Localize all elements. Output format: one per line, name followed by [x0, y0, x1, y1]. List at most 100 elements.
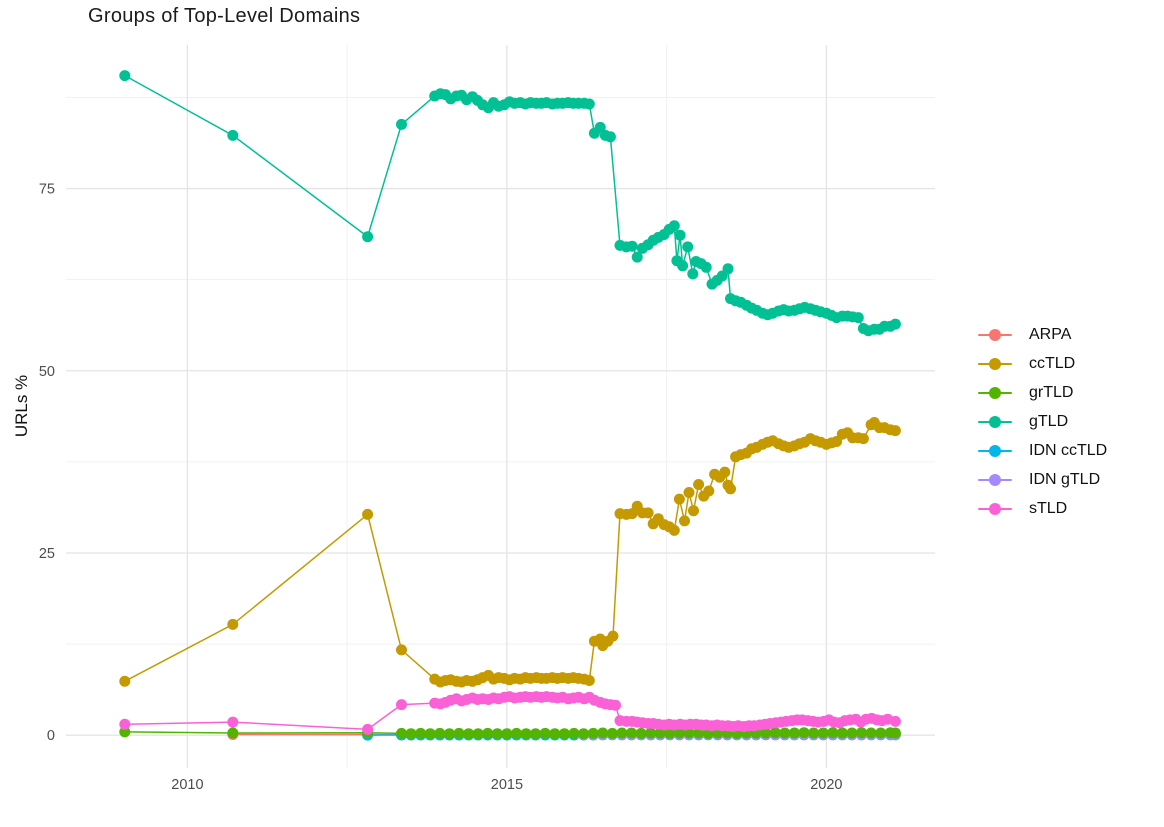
- data-point: [405, 728, 417, 740]
- data-point: [677, 260, 689, 272]
- x-tick-label: 2010: [171, 777, 203, 793]
- data-point: [583, 675, 595, 686]
- data-point: [119, 70, 131, 82]
- legend-key-icon: [978, 386, 1012, 399]
- data-point: [501, 728, 513, 740]
- legend-key-dot: [989, 415, 1001, 428]
- data-point: [578, 728, 590, 740]
- data-point: [865, 727, 877, 739]
- data-point: [688, 505, 699, 517]
- legend: ARPA ccTLD grTLD gTLD IDN ccTLD IDN gTLD sTLD: [978, 320, 1107, 523]
- data-point: [549, 728, 561, 740]
- legend-key-dot: [989, 502, 1001, 515]
- legend-key-dot: [989, 328, 1001, 341]
- legend-label: ccTLD: [1029, 354, 1076, 372]
- data-point: [396, 699, 407, 711]
- legend-key-icon: [978, 444, 1012, 457]
- data-point: [635, 727, 647, 739]
- y-tick-label: 75: [39, 182, 55, 198]
- data-point: [616, 727, 628, 739]
- data-point: [722, 263, 734, 275]
- legend-label: sTLD: [1029, 499, 1068, 517]
- data-point: [889, 727, 901, 739]
- legend-item-idn-cctld: IDN ccTLD: [978, 436, 1107, 465]
- data-point: [852, 312, 864, 324]
- data-point: [668, 220, 680, 232]
- data-point: [443, 728, 455, 740]
- data-point: [703, 485, 715, 497]
- series-line: [124, 74, 896, 332]
- data-point: [119, 726, 131, 738]
- legend-key-dot: [989, 357, 1001, 370]
- series-cctld: [119, 417, 901, 688]
- data-point: [875, 727, 887, 739]
- data-point: [673, 493, 685, 505]
- data-point: [673, 727, 685, 739]
- data-point: [693, 479, 705, 490]
- legend-item-stld: sTLD: [978, 494, 1107, 523]
- legend-item-idn-gtld: IDN gTLD: [978, 465, 1107, 494]
- chart-title: Groups of Top-Level Domains: [88, 5, 361, 27]
- data-point: [683, 487, 695, 498]
- legend-label: grTLD: [1029, 383, 1074, 401]
- data-point: [719, 466, 731, 478]
- legend-label: ARPA: [1029, 325, 1072, 343]
- data-point: [587, 727, 599, 739]
- data-point: [827, 727, 839, 739]
- legend-label: IDN ccTLD: [1029, 441, 1108, 459]
- data-point: [463, 728, 475, 740]
- data-point: [769, 727, 781, 739]
- data-point: [798, 727, 810, 739]
- legend-key-icon: [978, 473, 1012, 486]
- data-point: [682, 241, 694, 253]
- data-point: [482, 727, 494, 739]
- data-point: [664, 727, 676, 739]
- data-point: [362, 723, 374, 735]
- data-point: [396, 727, 407, 739]
- legend-item-gtld: gTLD: [978, 407, 1107, 436]
- data-point: [645, 727, 657, 739]
- data-point: [227, 716, 239, 728]
- data-point: [760, 727, 772, 739]
- data-point: [453, 727, 465, 739]
- data-point: [511, 727, 522, 739]
- data-point: [119, 718, 131, 730]
- legend-label: IDN gTLD: [1029, 470, 1101, 488]
- data-point: [610, 699, 621, 711]
- data-point: [597, 727, 609, 739]
- data-point: [119, 675, 131, 687]
- data-point: [491, 728, 503, 740]
- legend-label: gTLD: [1029, 412, 1069, 430]
- data-point: [836, 727, 848, 739]
- data-point: [626, 240, 638, 252]
- legend-key-icon: [978, 502, 1012, 515]
- data-point: [583, 98, 595, 110]
- data-point: [642, 507, 654, 519]
- axis-tick-labels: 0 25 50 75 2010 2015 2020: [39, 182, 843, 793]
- y-tick-label: 25: [39, 546, 55, 562]
- data-point: [668, 524, 680, 536]
- data-point: [817, 727, 829, 739]
- data-point: [725, 483, 736, 495]
- legend-key-icon: [978, 415, 1012, 428]
- legend-item-grtld: grTLD: [978, 378, 1107, 407]
- data-point: [530, 728, 542, 740]
- legend-key-dot: [989, 386, 1001, 399]
- data-point: [626, 727, 637, 739]
- legend-key-dot: [989, 444, 1001, 457]
- data-point: [808, 727, 820, 739]
- legend-key-icon: [978, 328, 1012, 341]
- series-stld: [119, 691, 901, 735]
- data-point: [788, 727, 800, 739]
- data-point: [424, 728, 436, 740]
- data-point: [558, 728, 570, 740]
- y-axis-title: URLs %: [12, 374, 31, 438]
- data-point: [889, 425, 901, 437]
- legend-item-cctld: ccTLD: [978, 349, 1107, 378]
- data-point: [631, 251, 643, 263]
- data-point: [520, 728, 532, 740]
- legend-key-icon: [978, 357, 1012, 370]
- data-point: [889, 318, 901, 330]
- data-point: [362, 231, 374, 243]
